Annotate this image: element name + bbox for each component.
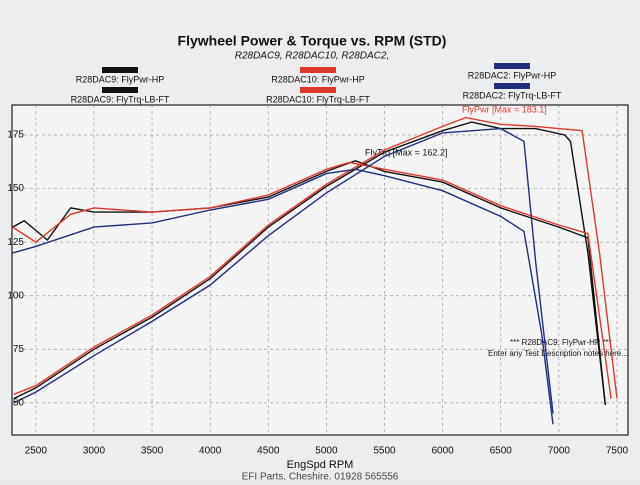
x-tick-label: 7500 (606, 446, 629, 457)
series-line (12, 161, 612, 399)
y-tick-label: 125 (7, 237, 24, 248)
legend-label: R28DAC2: FlyTrq-LB-FT (463, 90, 562, 100)
y-tick-label: 175 (7, 130, 24, 141)
annotation: FlyPwr [Max = 183.1] (462, 104, 547, 114)
legend-swatch (494, 83, 530, 89)
legend-label: R28DAC2: FlyPwr-HP (468, 70, 557, 80)
x-axis-label: EngSpd RPM (287, 459, 354, 471)
legend-swatch (102, 67, 138, 73)
annotation: FlyTrq [Max = 162.2] (365, 147, 447, 157)
y-tick-label: 75 (13, 344, 25, 355)
x-tick-label: 6500 (490, 446, 513, 457)
y-tick-label: 150 (7, 183, 24, 194)
chart-title: Flywheel Power & Torque vs. RPM (STD) (178, 33, 447, 49)
lines (12, 116, 618, 425)
x-tick-label: 7000 (548, 446, 571, 457)
x-tick-label: 5000 (315, 446, 338, 457)
x-tick-label: 6000 (431, 446, 454, 457)
legend-label: R28DAC9: FlyPwr-HP (76, 74, 165, 84)
legend-swatch (494, 63, 530, 69)
legend-swatch (102, 87, 138, 93)
series-line (13, 121, 606, 406)
plot-area (11, 104, 629, 436)
footer: EFI Parts, Cheshire. 01928 565556 (242, 472, 399, 480)
annotation: Enter any Test Description notes here... (488, 349, 628, 358)
x-tick-label: 4000 (199, 446, 222, 457)
y-tick-label: 50 (13, 397, 25, 408)
x-tick-label: 3500 (141, 446, 164, 457)
y-tick-label: 100 (7, 290, 24, 301)
legend-swatch (300, 67, 336, 73)
legend-label: R28DAC10: FlyTrq-LB-FT (266, 94, 370, 104)
legend-label: R28DAC9: FlyTrq-LB-FT (71, 94, 170, 104)
series-line (13, 116, 618, 399)
subtitle: R28DAC9, R28DAC10, R28DAC2, (235, 51, 390, 62)
x-tick-label: 5500 (373, 446, 396, 457)
x-tick-label: 2500 (25, 446, 48, 457)
legend-label: R28DAC10: FlyPwr-HP (271, 74, 365, 84)
x-tick-label: 3000 (83, 446, 106, 457)
x-tick-label: 4500 (257, 446, 280, 457)
series-line (12, 168, 554, 425)
annotation: *** R28DAC9: FlyPwr-HP *** (510, 338, 612, 347)
series-line (13, 127, 554, 414)
legend-swatch (300, 87, 336, 93)
